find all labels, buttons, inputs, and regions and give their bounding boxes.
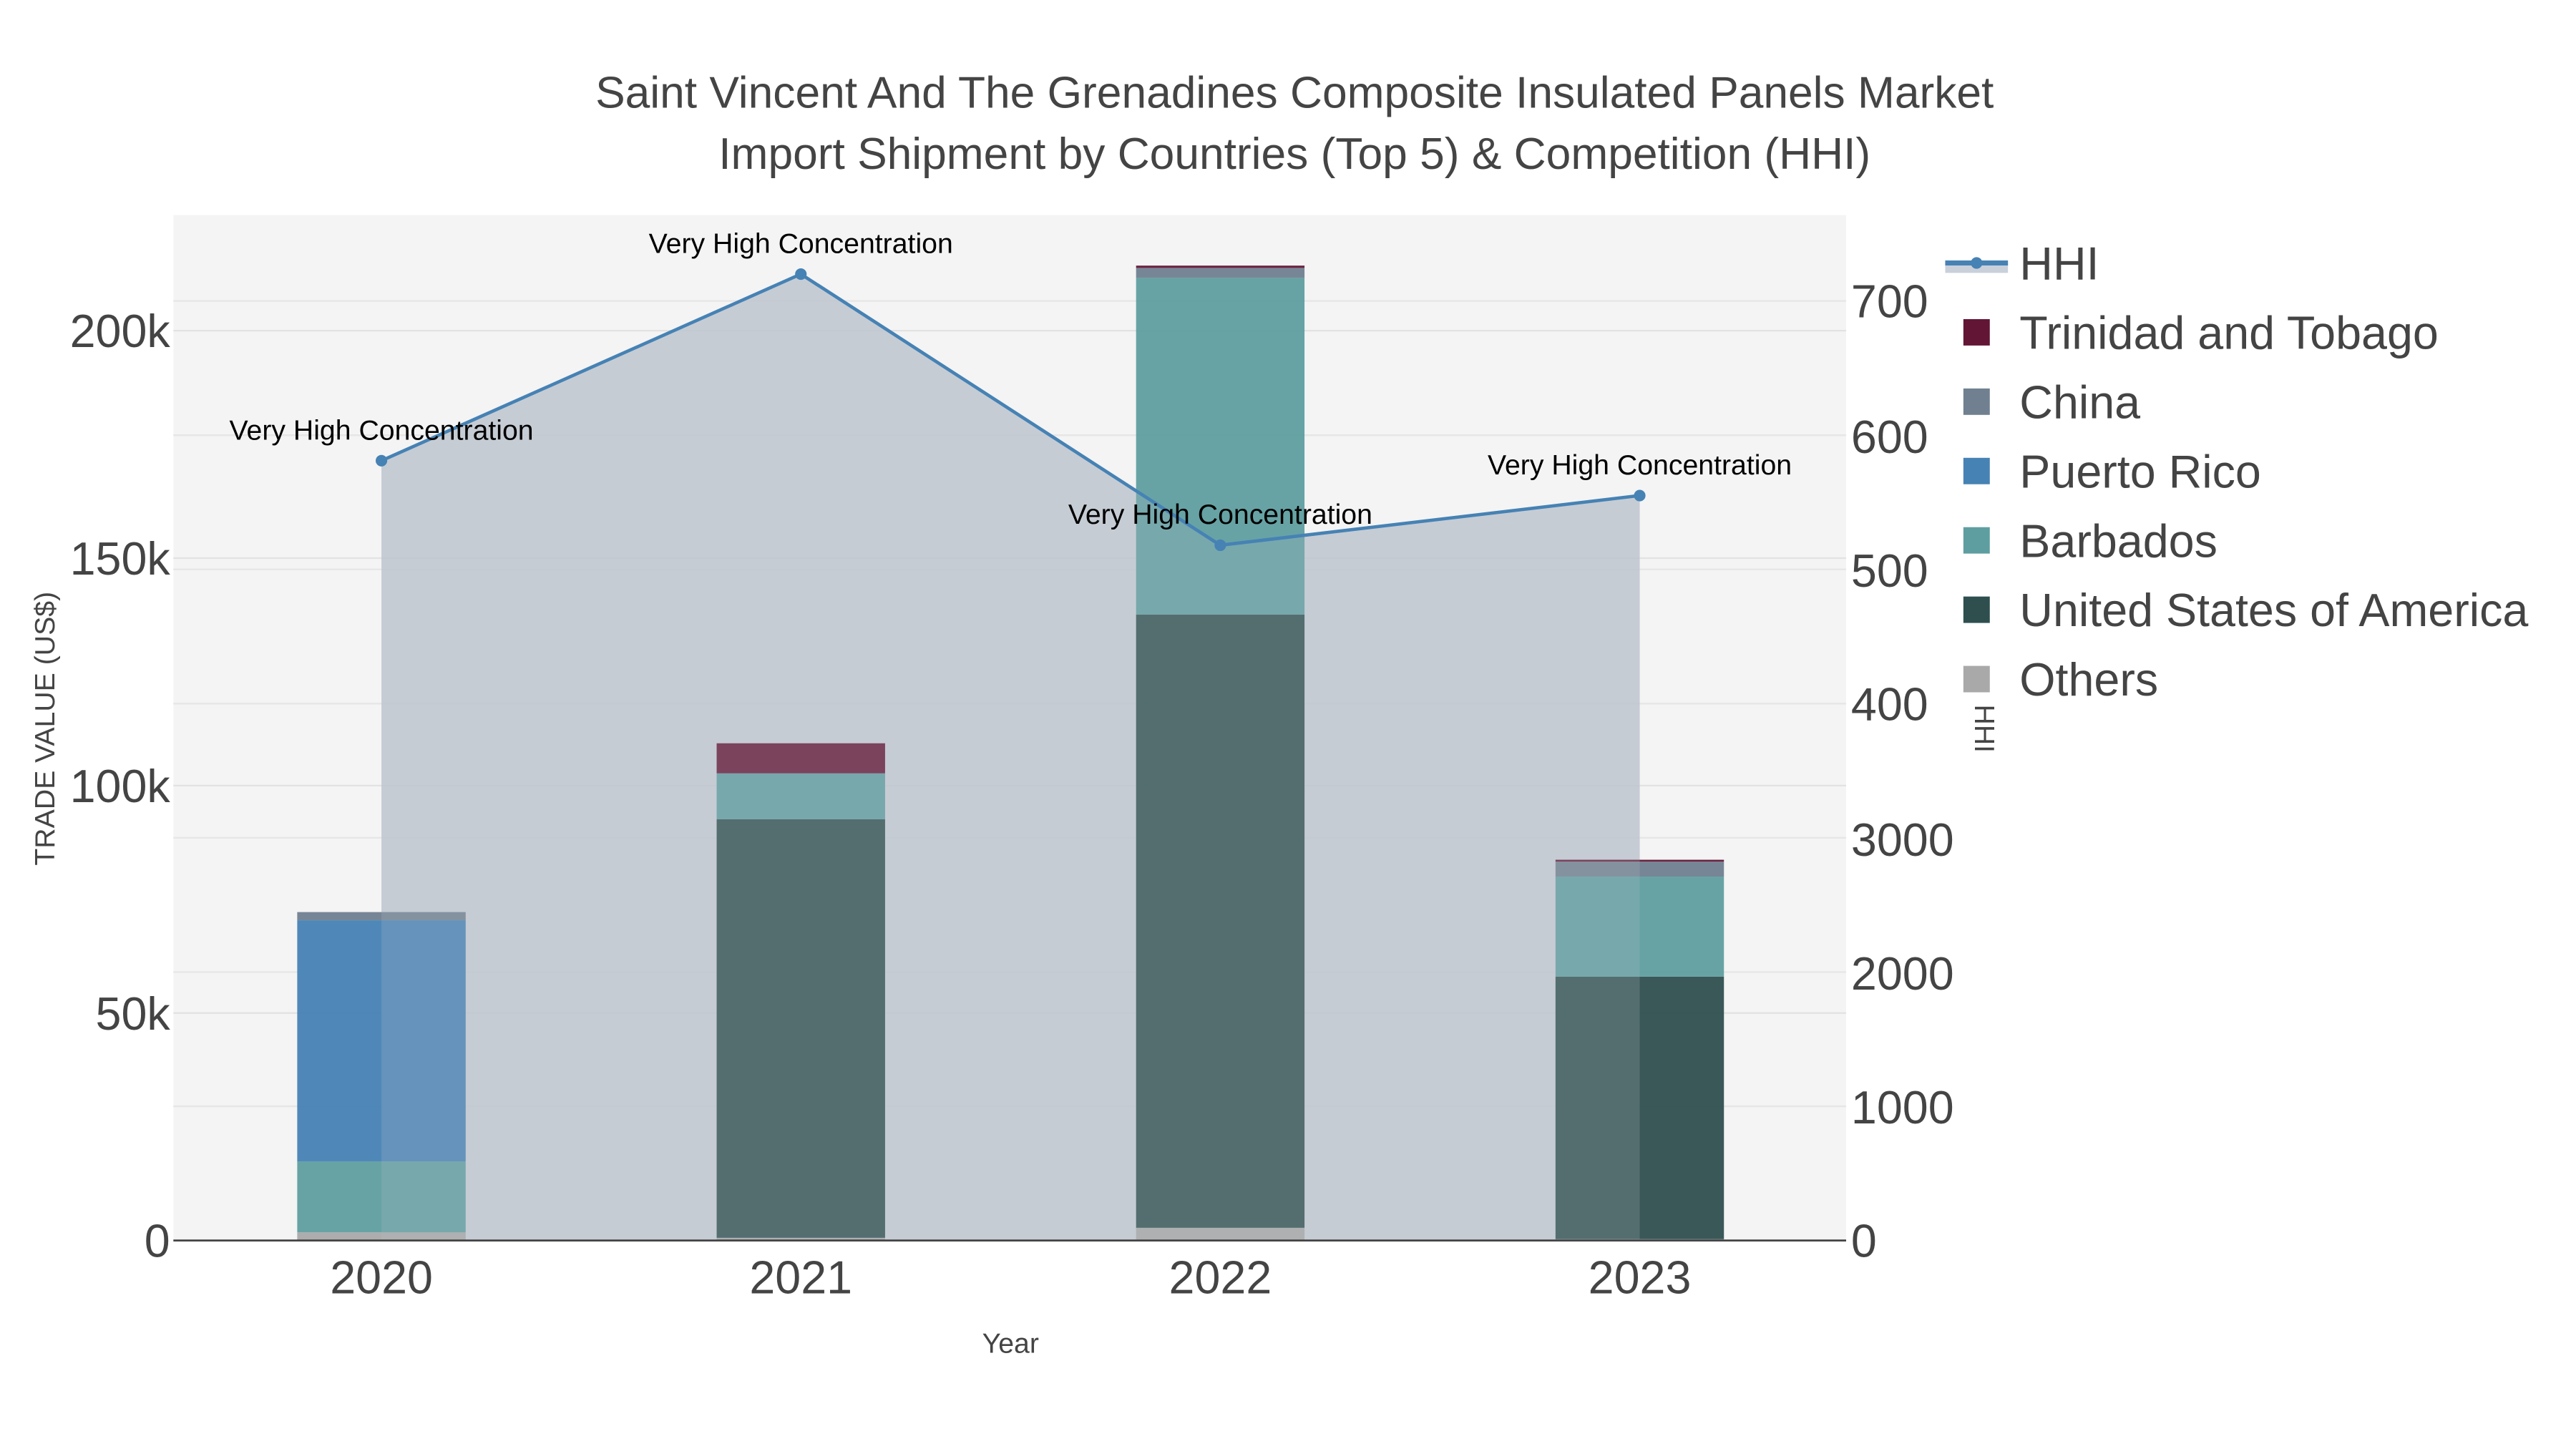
bar-segment-others-2020 (297, 1232, 466, 1241)
legend-item-hhi[interactable]: HHI (1945, 238, 2099, 290)
y-left-tick-label: 50k (96, 988, 171, 1040)
legend-label: HHI (2019, 238, 2099, 290)
legend-item-others[interactable]: Others (1963, 654, 2158, 706)
bar-segment-united-states-of-america-2023 (1555, 976, 1724, 1239)
y-right-axis-title: HHI (1968, 704, 2000, 753)
y-left-tick-label: 100k (70, 761, 171, 812)
legend-item-united-states-of-america[interactable]: United States of America (1963, 585, 2529, 636)
bar-segment-china-2020 (297, 912, 466, 921)
legend-label: Puerto Rico (2019, 446, 2261, 497)
legend-label: United States of America (2019, 585, 2528, 636)
hhi-annotation: Very High Concentration (1068, 499, 1372, 530)
bar-segment-others-2022 (1136, 1227, 1305, 1241)
bar-segment-trinidad-and-tobago-2021 (716, 743, 885, 774)
bar-segment-united-states-of-america-2021 (716, 819, 885, 1238)
hhi-point-marker (795, 268, 807, 280)
y-left-tick-label: 150k (70, 533, 171, 585)
y-right-tick-label: 2000 (1851, 948, 1954, 1000)
chart-title-line2: Import Shipment by Countries (Top 5) & C… (718, 130, 1870, 179)
bar-segment-barbados-2021 (716, 773, 885, 819)
bar-segment-trinidad-and-tobago-2023 (1555, 859, 1724, 862)
x-tick-label: 2020 (330, 1252, 433, 1304)
chart-title-line1: Saint Vincent And The Grenadines Composi… (595, 69, 1994, 118)
legend-label: Others (2019, 654, 2158, 706)
y-right-tick-label: 600 (1851, 411, 1928, 463)
y-left-axis-ticks: 0 50k 100k 150k 200k (70, 306, 171, 1267)
square-swatch-icon (1963, 388, 1990, 415)
y-right-tick-label: 1000 (1851, 1082, 1954, 1133)
bar-segment-puerto-rico-2020 (297, 920, 466, 1162)
hhi-point-marker (1214, 539, 1226, 552)
legend-item-trinidad-and-tobago[interactable]: Trinidad and Tobago (1963, 308, 2439, 359)
bar-segment-others-2021 (716, 1237, 885, 1241)
y-right-axis-ticks: 0 1000 2000 3000 400 500 600 700 (1851, 276, 1954, 1267)
hhi-area-fill (381, 274, 1640, 1241)
hhi-point-marker (1634, 489, 1646, 502)
y-left-tick-label: 200k (70, 306, 171, 357)
legend: HHI Trinidad and Tobago China Puerto Rico Ba… (1945, 238, 2528, 706)
bar-segment-china-2023 (1555, 862, 1724, 877)
square-swatch-icon (1963, 596, 1990, 623)
legend-item-barbados[interactable]: Barbados (1963, 515, 2218, 567)
hhi-point-marker (376, 454, 388, 467)
y-left-axis-title: TRADE VALUE (US$) (29, 592, 61, 866)
legend-item-china[interactable]: China (1963, 376, 2140, 428)
x-axis-ticks: 2020 2021 2022 2023 (330, 1252, 1691, 1304)
bars (297, 265, 1724, 1241)
bar-segment-barbados-2022 (1136, 278, 1305, 615)
hhi-annotation: Very High Concentration (230, 414, 534, 446)
x-tick-label: 2023 (1589, 1252, 1692, 1304)
hhi-annotation: Very High Concentration (649, 228, 953, 260)
y-right-tick-label: 700 (1851, 276, 1928, 328)
y-right-tick-label: 400 (1851, 679, 1928, 731)
hhi-area-overlay (381, 274, 1640, 1241)
bar-segment-barbados-2023 (1555, 877, 1724, 977)
bar-segment-united-states-of-america-2022 (1136, 614, 1305, 1228)
annotations: Very High Concentration Very High Concent… (230, 228, 1792, 530)
legend-label: Trinidad and Tobago (2019, 308, 2439, 359)
y-left-tick-label: 0 (145, 1216, 170, 1267)
bar-segment-trinidad-and-tobago-2022 (1136, 265, 1305, 268)
y-right-tick-label: 3000 (1851, 814, 1954, 866)
y-right-tick-label: 500 (1851, 545, 1928, 597)
bar-segment-china-2022 (1136, 268, 1305, 278)
bar-segment-barbados-2020 (297, 1161, 466, 1233)
legend-item-puerto-rico[interactable]: Puerto Rico (1963, 446, 2261, 497)
legend-label: China (2019, 376, 2140, 428)
hhi-line (376, 268, 1646, 552)
x-tick-label: 2022 (1169, 1252, 1272, 1304)
hhi-line-path (381, 272, 1640, 547)
square-swatch-icon (1963, 318, 1990, 346)
x-tick-label: 2021 (749, 1252, 852, 1304)
marker-swatch-icon (1971, 257, 1983, 269)
hhi-annotation: Very High Concentration (1488, 449, 1792, 481)
x-axis-title: Year (982, 1328, 1039, 1360)
square-swatch-icon (1963, 527, 1990, 554)
y-right-tick-label: 0 (1851, 1216, 1877, 1267)
square-swatch-icon (1963, 457, 1990, 484)
square-swatch-icon (1963, 665, 1990, 693)
legend-label: Barbados (2019, 515, 2218, 567)
hhi-area (381, 274, 1640, 1241)
